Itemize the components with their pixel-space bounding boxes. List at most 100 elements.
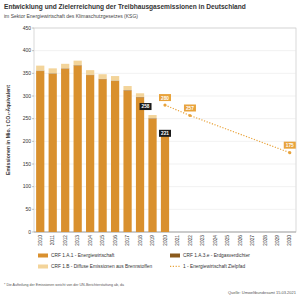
x-tick-label: 2021 <box>175 235 180 246</box>
title: Entwicklung und Zielerreichung der Treib… <box>4 3 246 11</box>
x-axis: 2010 2011 2012 2013 2014 2015 2016 2017 2018 2019… <box>34 232 296 246</box>
data-label: 280 <box>161 96 169 101</box>
data-label: 257 <box>186 106 194 111</box>
x-tick-label: 2015 <box>100 235 105 246</box>
tick-label: 350 <box>23 70 32 76</box>
x-tick-label: 2029 <box>275 235 280 246</box>
target-marker <box>288 151 291 154</box>
bar-segment <box>36 71 44 232</box>
x-tick-label: 2028 <box>263 235 268 246</box>
source: Quelle: Umweltbundesamt 15.03.2021 <box>228 290 297 295</box>
tick-label: 100 <box>23 183 32 189</box>
x-tick-label: 2030 <box>287 235 292 246</box>
bar-segment <box>61 69 69 232</box>
data-label: 175 <box>286 143 294 148</box>
marks <box>36 61 291 232</box>
x-tick-label: 2019 <box>150 235 155 246</box>
tick-mark <box>32 73 34 74</box>
tick-mark <box>32 96 34 97</box>
legend: CRF 1.A.1 - Energiewirtschaft CRF 1.A.3.e… <box>38 253 250 269</box>
annotation-box <box>159 130 171 137</box>
bar-segment <box>49 68 57 73</box>
tick-label: 200 <box>23 138 32 144</box>
x-tick-label: 2025 <box>225 235 230 246</box>
target-marker <box>188 114 191 117</box>
tick-label: 50 <box>25 206 31 212</box>
bar-segment <box>123 91 131 232</box>
data-label-box <box>159 94 171 101</box>
footnote: * Die Aufteilung der Emissionen weicht v… <box>4 283 124 287</box>
y-axis: 0 50 100 150 200 250 300 350 400 450 <box>23 25 296 235</box>
bar-segment <box>111 76 119 81</box>
bar-segment <box>99 79 107 232</box>
x-tick-label: 2022 <box>188 235 193 246</box>
legend-label: CRF 1.B - Diffuse Emissionen aus Brennst… <box>51 264 152 269</box>
chart: Entwicklung und Zielerreichung der Treib… <box>0 0 300 300</box>
tick-label: 250 <box>23 115 32 121</box>
x-tick-label: 2010 <box>38 235 43 246</box>
tick-mark <box>32 186 34 187</box>
x-tick-label: 2018 <box>138 235 143 246</box>
annotation: 258 <box>142 104 150 109</box>
bar-segment <box>111 81 119 232</box>
tick-mark <box>32 28 34 29</box>
x-tick-label: 2016 <box>113 235 118 246</box>
background <box>0 0 300 300</box>
grid-line <box>34 118 296 119</box>
tick-mark <box>32 50 34 51</box>
bar-segment <box>148 119 156 232</box>
tick-mark <box>32 118 34 119</box>
annotation: 221 <box>161 131 169 136</box>
legend-swatch <box>170 254 180 258</box>
bar-segment <box>61 64 69 69</box>
bar-segment <box>99 74 107 79</box>
data-label-box <box>284 142 296 149</box>
tick-mark <box>32 164 34 165</box>
annotation-box <box>140 103 152 110</box>
x-tick-label: 2024 <box>213 235 218 246</box>
legend-label: 1 - Energiewirtschaft Zielpfad <box>183 264 245 269</box>
tick-label: 450 <box>23 25 32 31</box>
bar-segment <box>123 86 131 90</box>
tick-label: 400 <box>23 47 32 53</box>
x-tick-label: 2011 <box>50 235 55 246</box>
tick-label: 150 <box>23 161 32 167</box>
bar-segment <box>74 61 82 66</box>
bar-segment <box>74 66 82 232</box>
bar-segment <box>161 135 169 232</box>
legend-swatch <box>170 266 180 267</box>
bar-segment <box>136 93 144 97</box>
bar-segment <box>86 70 94 75</box>
x-tick-label: 2020 <box>163 235 168 246</box>
y-axis-title: Emissionen in Mio. t CO₂-Äquivalent <box>5 85 11 175</box>
legend-label: CRF 1.A.3.e - Erdgasverdichter <box>183 253 250 258</box>
x-tick-label: 2027 <box>250 235 255 246</box>
target-line <box>165 105 290 153</box>
x-tick-label: 2023 <box>200 235 205 246</box>
tick-mark <box>32 141 34 142</box>
legend-swatch <box>38 254 48 258</box>
tick-mark <box>32 232 34 233</box>
grid-line <box>34 50 296 51</box>
tick-label: 300 <box>23 93 32 99</box>
bar-segment <box>86 75 94 232</box>
data-label-box <box>184 104 196 111</box>
legend-swatch <box>38 265 48 269</box>
x-tick-label: 2017 <box>125 235 130 246</box>
bar-segment <box>136 97 144 232</box>
labels: 280 257 175 258 221 <box>140 94 296 149</box>
x-tick-label: 2014 <box>88 235 93 246</box>
subtitle: im Sektor Energiewirtschaft des Klimasch… <box>4 13 138 19</box>
tick-mark <box>32 209 34 210</box>
bar-segment <box>148 115 156 118</box>
legend-label: CRF 1.A.1 - Energiewirtschaft <box>51 253 115 258</box>
bar-segment <box>36 66 44 71</box>
grid-line <box>34 28 296 29</box>
x-tick-label: 2026 <box>238 235 243 246</box>
x-tick-label: 2012 <box>63 235 68 246</box>
bar-segment <box>49 74 57 232</box>
tick-label: 0 <box>28 229 31 235</box>
target-marker <box>163 103 166 106</box>
plot-frame <box>34 28 296 232</box>
x-tick-label: 2013 <box>75 235 80 246</box>
